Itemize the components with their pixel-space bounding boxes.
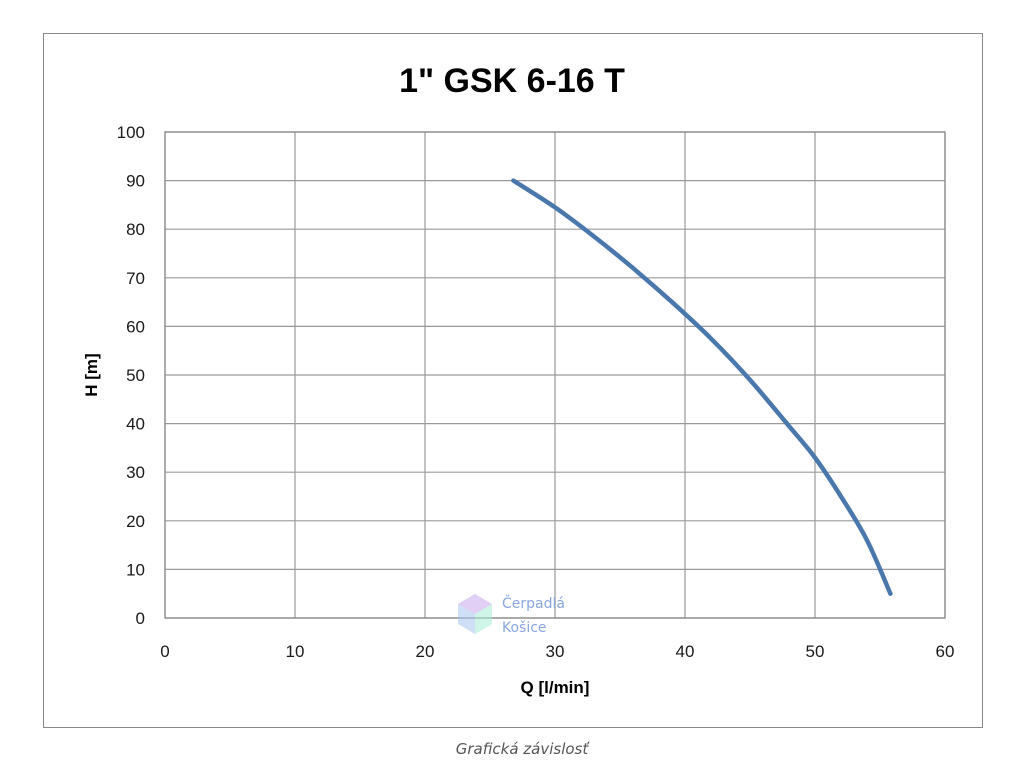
x-tick-label: 0 <box>160 642 169 661</box>
y-axis-label: H [m] <box>82 353 101 396</box>
x-tick-label: 20 <box>416 642 435 661</box>
plot-area-border <box>164 131 946 619</box>
watermark-line2: Košice <box>502 620 547 636</box>
y-tick-label: 30 <box>126 463 145 482</box>
x-tick-label: 30 <box>546 642 565 661</box>
y-tick-label: 70 <box>126 269 145 288</box>
watermark: Čerpadlá Košice <box>458 594 565 636</box>
y-tick-label: 20 <box>126 512 145 531</box>
hexagon-logo-icon <box>458 594 492 634</box>
y-tick-label: 100 <box>117 123 145 142</box>
x-tick-label: 10 <box>286 642 305 661</box>
y-axis-ticks: 0 10 20 30 40 50 60 70 80 90 100 <box>117 123 145 628</box>
x-tick-label: 50 <box>806 642 825 661</box>
y-tick-label: 40 <box>126 415 145 434</box>
series-line <box>511 178 893 596</box>
watermark-line1: Čerpadlá <box>502 594 565 612</box>
chart-title: 1" GSK 6-16 T <box>399 62 625 100</box>
y-tick-label: 90 <box>126 172 145 191</box>
x-tick-label: 40 <box>676 642 695 661</box>
x-axis-label: Q [l/min] <box>521 678 590 697</box>
y-tick-label: 60 <box>126 317 145 336</box>
x-axis-ticks: 0 10 20 30 40 50 60 <box>160 642 954 661</box>
y-tick-label: 10 <box>126 560 145 579</box>
y-tick-label: 50 <box>126 366 145 385</box>
x-tick-label: 60 <box>936 642 955 661</box>
series-layer <box>511 178 893 596</box>
figure-caption: Grafická závislosť <box>455 740 589 758</box>
y-tick-label: 80 <box>126 220 145 239</box>
chart-frame <box>43 33 983 728</box>
y-tick-label: 0 <box>136 609 145 628</box>
